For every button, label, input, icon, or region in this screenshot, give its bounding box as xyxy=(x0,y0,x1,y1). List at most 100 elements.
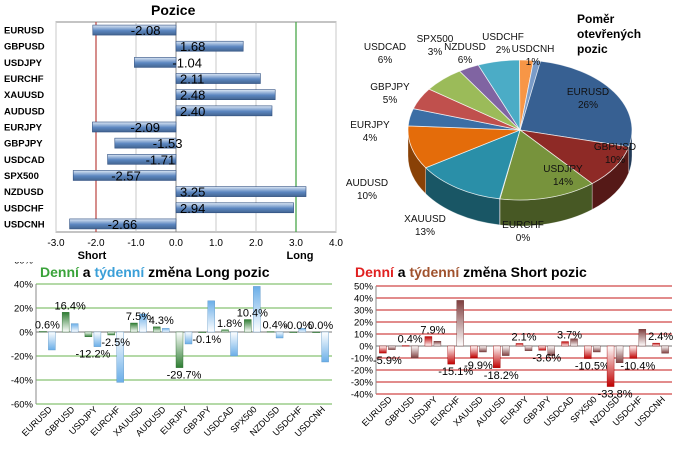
bar-denn--spx500 xyxy=(584,345,592,359)
pie-label-name: USDCAD xyxy=(364,42,406,53)
bar-t-denn--usdcad xyxy=(230,331,238,357)
x-tick-label: 3.0 xyxy=(289,238,303,249)
title-part-1: a xyxy=(78,264,95,280)
data-label-xauusd: 7.5% xyxy=(126,311,151,323)
pie-label-percent: 10% xyxy=(357,191,377,202)
data-label-audusd: -18.2% xyxy=(484,370,519,382)
bar-t-denn--spx500 xyxy=(253,286,261,333)
pie-label-name: EURCHF xyxy=(502,220,544,231)
data-label-usdcnh: 0.0% xyxy=(308,320,333,332)
y-tick-label: -30% xyxy=(351,378,374,389)
short-change-panel: Denní a týdenní změna Short pozic 50% 40%… xyxy=(340,262,680,464)
value-label-nzdusd: 3.25 xyxy=(180,185,205,200)
pie-label-eurjpy: EURJPY 4% xyxy=(350,120,390,144)
data-label-gbpusd: 0.4% xyxy=(398,334,423,346)
title-part-2: týdenní xyxy=(94,264,145,280)
pie-label-name: SPX500 xyxy=(417,34,454,45)
value-label-audusd: 2.40 xyxy=(180,104,205,119)
pie-title-line-3: pozic xyxy=(577,42,608,56)
pie-label-spx500: SPX500 3% xyxy=(417,34,454,58)
bar-t-denn--usdcnh xyxy=(321,331,329,363)
value-label-eurchf: 2.11 xyxy=(180,72,204,87)
pie-label-usdcad: USDCAD 6% xyxy=(364,42,406,66)
bar-t-denn--usdjpy xyxy=(433,340,442,347)
category-label-xauusd: XAUUSD xyxy=(4,90,44,101)
pie-title-line-1: Poměr xyxy=(577,12,615,26)
category-label-gbpjpy: GBPJPY xyxy=(4,139,43,150)
y-tick-label: -20% xyxy=(11,352,34,363)
data-label-spx500: 10.4% xyxy=(237,308,268,320)
bar-denn--eurchf xyxy=(447,345,455,365)
pie-label-name: NZDUSD xyxy=(444,42,486,53)
data-label-eurusd: -5.9% xyxy=(373,355,402,367)
bar-t-denn--eurjpy xyxy=(524,345,533,351)
title-part-2: týdenní xyxy=(409,264,460,280)
data-label-gbpjpy: -0.1% xyxy=(192,334,221,346)
bar-xauusd xyxy=(175,89,276,100)
value-label-gbpjpy: -1.53 xyxy=(153,136,183,151)
pie-label-percent: 1% xyxy=(526,57,541,68)
value-label-eurusd: -2.08 xyxy=(131,23,161,38)
pie-label-percent: 2% xyxy=(496,45,511,56)
value-label-eurjpy: -2.09 xyxy=(130,120,160,135)
y-tick-label: 0% xyxy=(359,342,373,353)
pie-label-gbpusd: GBPUSD 10% xyxy=(594,142,636,166)
data-label-audusd: 4.3% xyxy=(149,315,174,327)
positions-panel: Pozice -3.0 -2.0 -1.0 0.0 1.0 2.0 3.0 4.0 EURUSD… xyxy=(0,0,345,262)
bar-denn--gbpusd xyxy=(61,312,70,333)
y-tick-label: 50% xyxy=(354,282,374,293)
data-label-usdcad: 1.8% xyxy=(217,318,242,330)
pie-label-name: EURJPY xyxy=(350,120,390,131)
bar-denn--nzdusd xyxy=(606,345,615,387)
x-tick-label: 2.0 xyxy=(249,238,263,249)
pie-label-name: USDJPY xyxy=(543,164,583,175)
long-change-title: Denní a týdenní změna Long pozic xyxy=(40,264,269,280)
y-tick-label: -10% xyxy=(351,354,374,365)
positions-title: Pozice xyxy=(151,2,196,18)
bar-denn--eurjpy xyxy=(515,343,524,347)
bar-audusd xyxy=(175,105,273,117)
y-tick-label: 60% xyxy=(14,262,34,267)
pie-label-usdcnh: USDCNH 1% xyxy=(512,44,555,68)
bar-denn--usdjpy xyxy=(424,336,433,347)
pie-label-percent: 0% xyxy=(516,233,531,244)
pie-title-line-2: otevřených xyxy=(577,27,642,41)
bar-t-denn--eurjpy xyxy=(184,331,193,345)
data-label-gbpjpy: -3.6% xyxy=(532,352,561,364)
y-tick-label: 20% xyxy=(14,304,34,315)
long-change-chart: 60%40%20%0%-20%-40%-60%0.6%EURUSD16.4%GB… xyxy=(11,262,334,439)
bar-t-denn--gbpjpy xyxy=(547,345,555,356)
data-label-nzdusd: -33.8% xyxy=(598,389,633,401)
bar-denn--usdcad xyxy=(221,329,229,333)
bar-usdcnh xyxy=(69,218,177,230)
pie-label-name: USDCHF xyxy=(482,32,524,43)
category-label-nzdusd: NZDUSD xyxy=(4,187,44,198)
pie-label-eurchf: EURCHF 0% xyxy=(502,220,544,244)
pie-slice-usdjpy xyxy=(499,129,593,201)
short-change-title: Denní a týdenní změna Short pozic xyxy=(355,264,587,280)
bar-denn--eurjpy xyxy=(175,331,184,368)
data-label-xauusd: -9.9% xyxy=(464,360,493,372)
category-label-eurjpy: EURJPY xyxy=(4,123,43,134)
bar-usdchf xyxy=(175,202,294,214)
bar-denn--gbpjpy xyxy=(538,345,546,351)
bar-denn--spx500 xyxy=(244,319,252,333)
bar-denn--usdcad xyxy=(561,341,569,347)
bar-denn--nzdusd xyxy=(266,331,275,333)
bar-denn--audusd xyxy=(493,345,501,369)
bar-t-denn--usdchf xyxy=(638,328,647,347)
data-label-usdcad: 3.7% xyxy=(557,330,582,342)
pie-label-eurusd: EURUSD 26% xyxy=(567,87,609,111)
short-change-chart: 50%40%30%20%10%0%-10%-20%-30%-40%-5.9%EU… xyxy=(351,282,674,429)
y-tick-label: 10% xyxy=(354,330,374,341)
bar-denn--usdjpy xyxy=(84,331,93,337)
y-tick-label: 40% xyxy=(14,280,34,291)
open-positions-ratio-panel: Poměr otevřených pozic EURUSD 26% GBPUSD 10… xyxy=(345,0,680,262)
pie-label-name: GBPUSD xyxy=(594,142,636,153)
bar-t-denn--eurchf xyxy=(116,331,124,383)
pie-label-percent: 6% xyxy=(458,55,473,66)
data-label-eurchf: -15.1% xyxy=(438,366,473,378)
bar-gbpjpy xyxy=(114,137,177,149)
pie-label-percent: 4% xyxy=(363,133,378,144)
bar-t-denn--eurusd xyxy=(388,345,396,350)
